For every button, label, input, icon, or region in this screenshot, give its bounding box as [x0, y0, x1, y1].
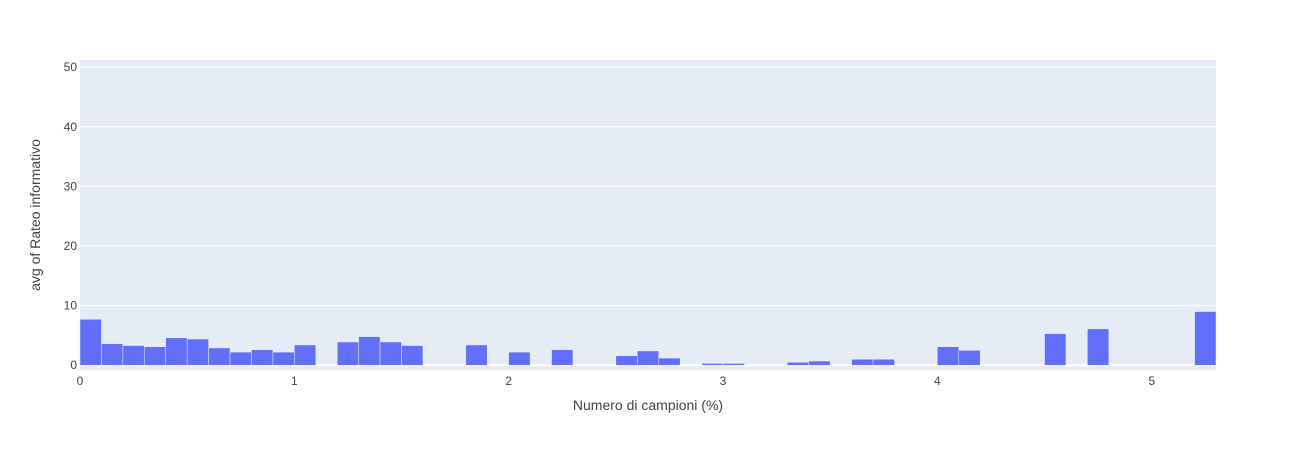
y-tick-label: 50: [64, 60, 78, 74]
histogram-bar[interactable]: [787, 362, 810, 366]
histogram-bar[interactable]: [808, 360, 831, 366]
plot-area: [80, 60, 1216, 370]
y-tick-label: 30: [64, 179, 78, 193]
histogram-bar[interactable]: [208, 347, 231, 366]
histogram-bar[interactable]: [336, 341, 359, 366]
y-tick-label: 40: [64, 120, 78, 134]
x-tick-label: 0: [77, 374, 84, 388]
histogram-bar[interactable]: [401, 345, 424, 366]
histogram-bar[interactable]: [508, 351, 531, 366]
x-tick-label: 3: [720, 374, 727, 388]
y-tick-labels: 0 10 20 30 40 50: [64, 60, 78, 372]
x-axis-title: Numero di campioni (%): [573, 397, 723, 413]
histogram-bar[interactable]: [229, 351, 252, 366]
histogram-bar[interactable]: [1044, 333, 1067, 366]
histogram-bar[interactable]: [186, 338, 209, 366]
histogram-bar[interactable]: [358, 336, 381, 366]
histogram-bar[interactable]: [465, 344, 488, 366]
histogram-bar[interactable]: [294, 344, 317, 366]
y-tick-label: 20: [64, 239, 78, 253]
y-axis-title: avg of Rateo informativo: [27, 139, 43, 291]
histogram-bar[interactable]: [165, 337, 188, 366]
x-tick-label: 1: [291, 374, 298, 388]
histogram-bar[interactable]: [937, 346, 960, 366]
histogram-bar[interactable]: [379, 341, 402, 366]
histogram-bar[interactable]: [722, 363, 745, 366]
histogram-bar[interactable]: [637, 350, 659, 366]
y-tick-label: 0: [70, 358, 77, 372]
histogram-bar[interactable]: [658, 357, 681, 366]
histogram-bar[interactable]: [101, 343, 124, 366]
x-tick-labels: 0 1 2 3 4 5: [77, 374, 1156, 388]
histogram-bar[interactable]: [615, 355, 638, 366]
y-tick-label: 10: [64, 299, 78, 313]
histogram-bar[interactable]: [958, 350, 981, 366]
bars: [79, 311, 1217, 366]
histogram-bar[interactable]: [851, 359, 874, 366]
histogram-bar[interactable]: [144, 346, 166, 366]
x-tick-label: 4: [934, 374, 941, 388]
histogram-bar[interactable]: [79, 319, 102, 366]
x-tick-label: 2: [505, 374, 512, 388]
histogram-bar[interactable]: [251, 349, 274, 366]
histogram-bar[interactable]: [701, 363, 724, 366]
x-tick-label: 5: [1148, 374, 1155, 388]
histogram-bar[interactable]: [122, 345, 145, 366]
histogram-bar[interactable]: [1087, 328, 1110, 366]
histogram-bar[interactable]: [872, 359, 895, 366]
histogram-bar[interactable]: [272, 351, 295, 366]
histogram-bar[interactable]: [1194, 311, 1217, 366]
histogram-bar[interactable]: [551, 349, 574, 366]
